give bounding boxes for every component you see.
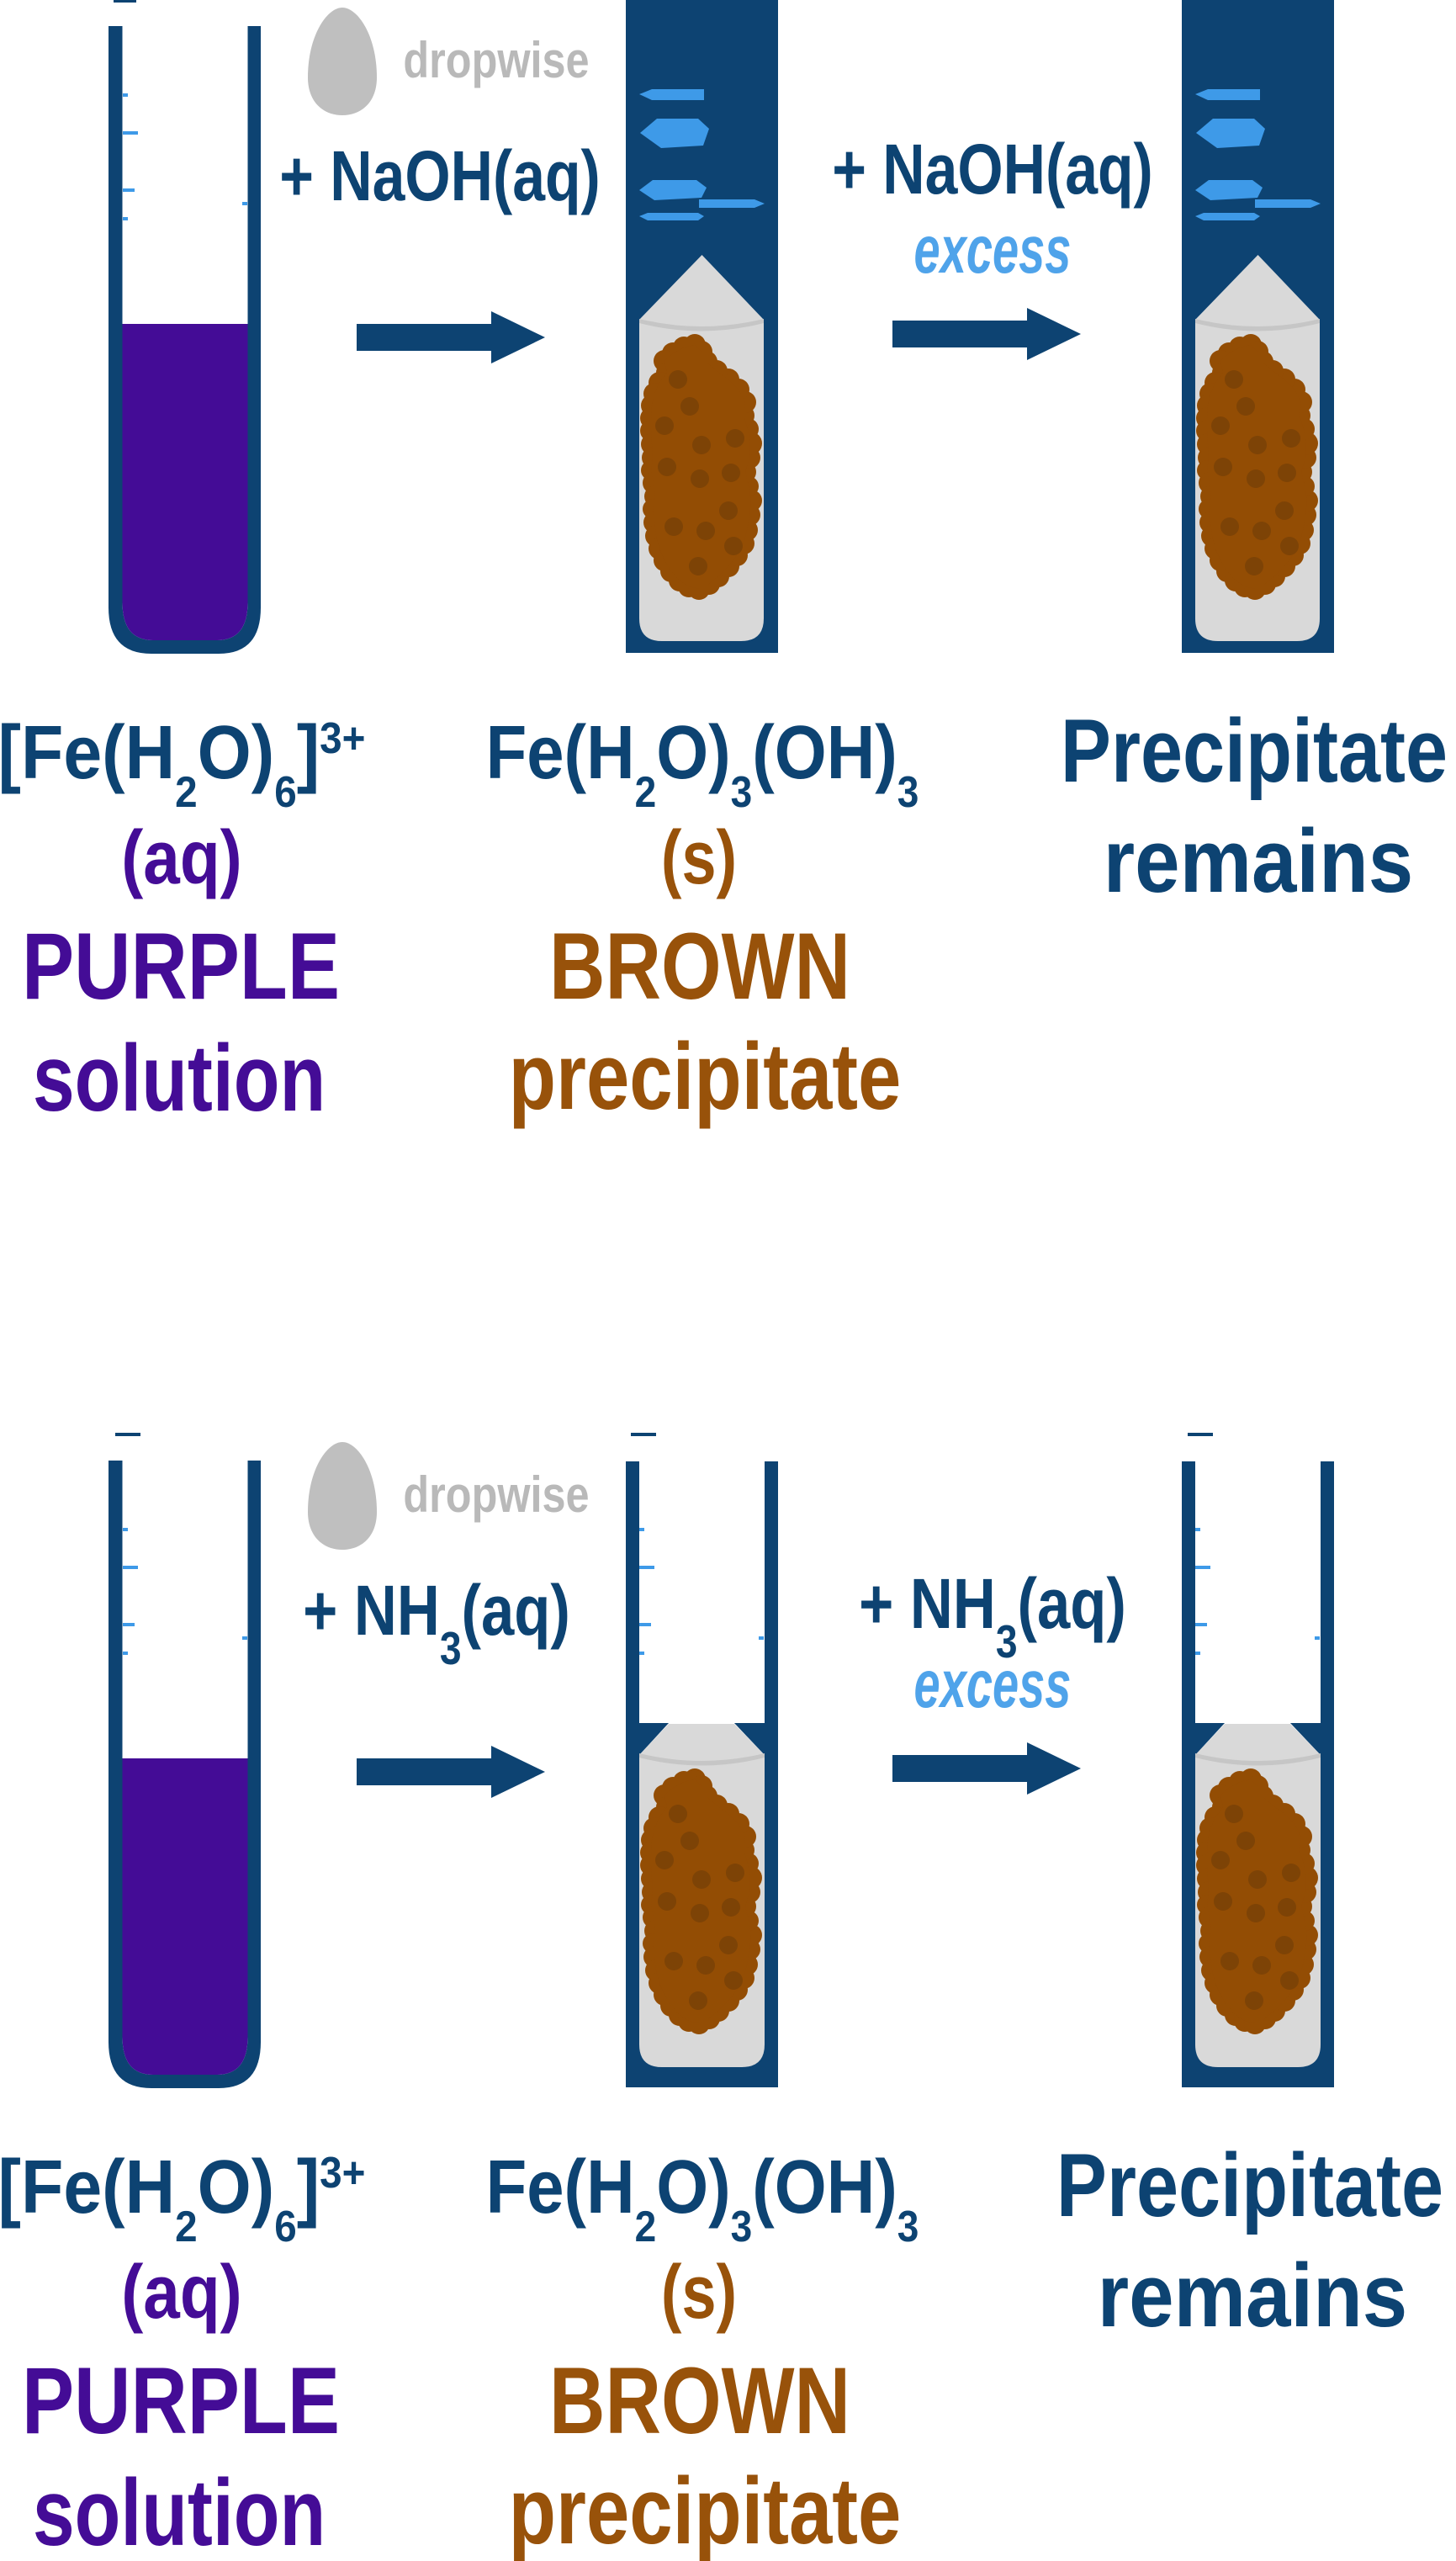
svg-text:(aq): (aq)	[121, 2250, 242, 2334]
svg-text:excess: excess	[914, 211, 1072, 287]
svg-text:(s): (s)	[661, 816, 737, 900]
svg-text:remains: remains	[1104, 810, 1413, 911]
svg-text:remains: remains	[1098, 2245, 1407, 2346]
svg-text:[Fe(H2O)6]3+: [Fe(H2O)6]3+	[0, 2145, 365, 2251]
svg-text:precipitate: precipitate	[509, 1023, 902, 1129]
svg-text:+ NaOH(aq): + NaOH(aq)	[279, 137, 601, 216]
svg-text:dropwise: dropwise	[403, 1466, 589, 1523]
svg-text:[Fe(H2O)6]3+: [Fe(H2O)6]3+	[0, 711, 365, 817]
svg-text:solution: solution	[33, 1026, 326, 1132]
svg-text:+ NH3(aq): + NH3(aq)	[303, 1572, 570, 1674]
svg-text:BROWN: BROWN	[549, 913, 850, 1019]
svg-text:+ NaOH(aq): + NaOH(aq)	[832, 130, 1153, 209]
svg-text:Precipitate: Precipitate	[1061, 701, 1448, 801]
svg-text:precipitate: precipitate	[509, 2458, 902, 2561]
svg-text:solution: solution	[33, 2461, 326, 2561]
svg-text:(s): (s)	[661, 2251, 737, 2335]
svg-text:Precipitate: Precipitate	[1056, 2135, 1443, 2235]
svg-text:PURPLE: PURPLE	[22, 914, 340, 1019]
svg-text:dropwise: dropwise	[403, 32, 589, 88]
svg-text:PURPLE: PURPLE	[22, 2348, 340, 2453]
svg-text:Fe(H2O)3(OH)3: Fe(H2O)3(OH)3	[486, 711, 919, 817]
svg-text:(aq): (aq)	[121, 815, 242, 899]
svg-text:excess: excess	[914, 1646, 1072, 1721]
svg-text:Fe(H2O)3(OH)3: Fe(H2O)3(OH)3	[486, 2145, 919, 2251]
svg-text:BROWN: BROWN	[549, 2347, 850, 2453]
